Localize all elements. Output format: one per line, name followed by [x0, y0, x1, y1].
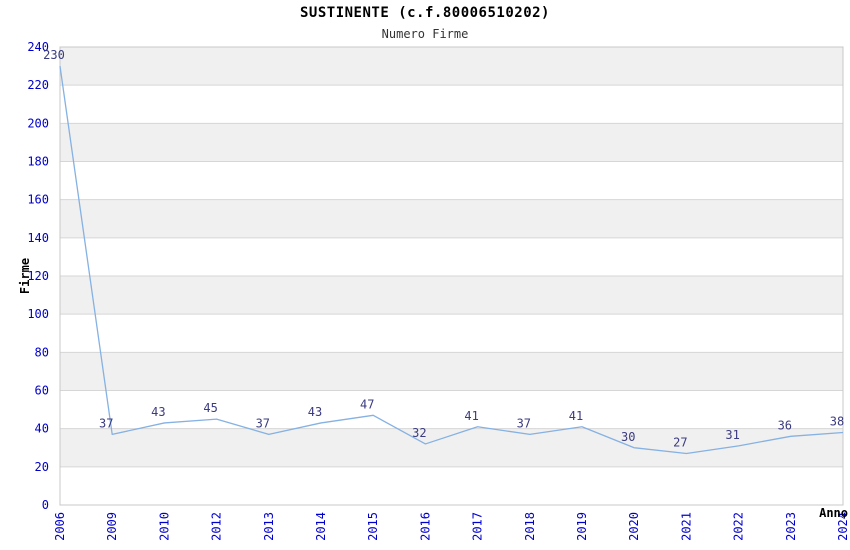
y-tick-label: 140: [27, 231, 49, 245]
chart-subtitle: Numero Firme: [381, 27, 469, 41]
plot-band: [60, 276, 843, 315]
x-tick-label: 2020: [627, 512, 641, 541]
x-tick-label: 2018: [523, 512, 537, 541]
data-point-label: 37: [517, 416, 531, 430]
x-tick-label: 2010: [157, 512, 171, 541]
y-tick-label: 240: [27, 40, 49, 54]
plot-band: [60, 199, 843, 238]
data-point-label: 37: [256, 416, 270, 430]
y-tick-label: 80: [35, 345, 49, 359]
x-tick-label: 2006: [53, 512, 67, 541]
data-point-label: 27: [673, 435, 687, 449]
data-point-label: 30: [621, 430, 635, 444]
data-point-label: 32: [412, 426, 426, 440]
data-point-label: 41: [569, 409, 583, 423]
x-tick-label: 2022: [732, 512, 746, 541]
data-point-label: 37: [99, 416, 113, 430]
data-point-label: 36: [778, 418, 792, 432]
x-tick-label: 2009: [105, 512, 119, 541]
x-tick-label: 2014: [314, 512, 328, 541]
data-point-label: 38: [830, 414, 844, 428]
x-tick-label: 2019: [575, 512, 589, 541]
x-tick-label: 2021: [679, 512, 693, 541]
data-point-label: 45: [203, 401, 217, 415]
x-tick-label: 2024: [836, 512, 850, 541]
y-tick-label: 120: [27, 269, 49, 283]
data-point-label: 31: [725, 428, 739, 442]
data-point-label: 230: [43, 48, 65, 62]
plot-band: [60, 352, 843, 391]
x-axis-title: Anno: [819, 506, 848, 520]
x-tick-label: 2016: [418, 512, 432, 541]
data-point-label: 43: [151, 405, 165, 419]
chart-title: SUSTINENTE (c.f.80006510202): [299, 5, 550, 21]
data-line: [59, 65, 844, 455]
y-tick-label: 160: [27, 193, 49, 207]
y-axis-title: Firme: [18, 258, 32, 294]
y-tick-label: 60: [35, 384, 49, 398]
x-tick-label: 2012: [210, 512, 224, 541]
plot-border: [59, 46, 844, 506]
y-tick-label: 100: [27, 307, 49, 321]
x-tick-label: 2013: [262, 512, 276, 541]
y-tick-label: 200: [27, 116, 49, 130]
y-tick-label: 20: [35, 460, 49, 474]
plot-band: [60, 47, 843, 86]
y-tick-label: 220: [27, 78, 49, 92]
data-point-label: 41: [464, 409, 478, 423]
x-tick-label: 2023: [784, 512, 798, 541]
plot-band: [60, 123, 843, 162]
x-tick-label: 2017: [471, 512, 485, 541]
y-tick-label: 180: [27, 155, 49, 169]
y-tick-label: 40: [35, 422, 49, 436]
y-tick-label: 0: [42, 498, 49, 512]
x-tick-label: 2015: [366, 512, 380, 541]
data-point-label: 47: [360, 397, 374, 411]
data-point-label: 43: [308, 405, 322, 419]
